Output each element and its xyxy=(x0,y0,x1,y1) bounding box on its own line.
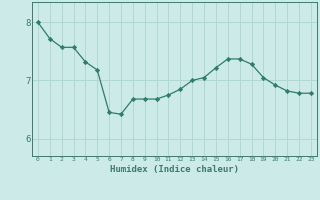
X-axis label: Humidex (Indice chaleur): Humidex (Indice chaleur) xyxy=(110,165,239,174)
